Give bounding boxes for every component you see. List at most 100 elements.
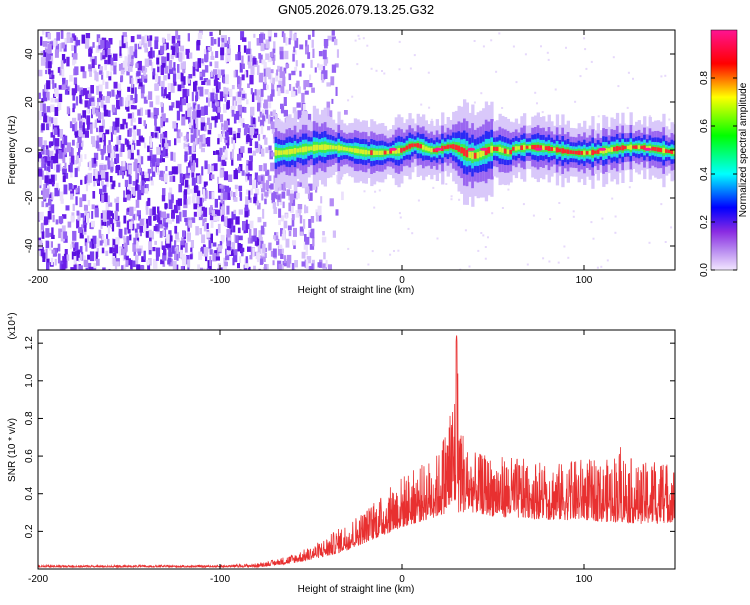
heatmap-noise-cell — [246, 134, 251, 143]
heatmap-noise-cell — [57, 188, 60, 197]
heatmap-noise-cell — [124, 138, 128, 145]
heatmap-noise-cell — [267, 30, 272, 38]
heatmap-noise-cell — [309, 74, 312, 81]
heatmap-noise-cell — [155, 95, 160, 105]
heatmap-noise-cell — [96, 171, 101, 176]
heatmap-speck — [468, 265, 471, 268]
heatmap-speck — [632, 77, 634, 80]
heatmap-noise-cell — [278, 263, 282, 270]
heatmap-noise-cell — [65, 79, 68, 85]
heatmap-noise-cell — [157, 206, 160, 214]
heatmap-speck — [378, 189, 381, 192]
heatmap-noise-cell — [192, 160, 196, 170]
heatmap-noise-cell — [152, 159, 156, 167]
heatmap-noise-cell — [127, 184, 132, 190]
heatmap-noise-cell — [217, 152, 222, 162]
heatmap-noise-cell — [168, 192, 172, 201]
heatmap-noise-cell — [80, 140, 84, 147]
heatmap-speck — [534, 91, 537, 94]
heatmap-speck — [590, 60, 593, 63]
heatmap-noise-cell — [64, 249, 68, 258]
heatmap-speck — [480, 92, 483, 95]
heatmap-speck — [347, 99, 350, 102]
heatmap-noise-cell — [335, 209, 339, 216]
heatmap-noise-cell — [176, 246, 179, 255]
heatmap-noise-cell — [124, 227, 127, 235]
heatmap-noise-cell — [256, 252, 260, 258]
heatmap-band-cell — [501, 147, 505, 153]
heatmap-noise-cell — [119, 40, 122, 49]
heatmap-noise-cell — [75, 264, 79, 270]
heatmap-noise-cell — [207, 97, 211, 107]
heatmap-noise-cell — [172, 73, 177, 83]
heatmap-noise-cell — [215, 150, 220, 155]
heatmap-noise-cell — [195, 158, 199, 168]
heatmap-noise-cell — [63, 184, 68, 195]
heatmap-noise-cell — [295, 60, 298, 67]
heatmap-noise-cell — [264, 76, 267, 84]
heatmap-noise-cell — [84, 225, 87, 232]
heatmap-noise-cell — [332, 230, 336, 238]
heatmap-noise-cell — [262, 208, 265, 219]
heatmap-noise-cell — [159, 158, 162, 163]
heatmap-speck — [450, 198, 453, 201]
heatmap-noise-cell — [229, 88, 233, 97]
heatmap-noise-cell — [69, 162, 73, 173]
heatmap-noise-cell — [120, 143, 123, 152]
heatmap-noise-cell — [175, 264, 179, 270]
heatmap-noise-cell — [298, 86, 301, 94]
heatmap-noise-cell — [144, 67, 148, 73]
heatmap-noise-cell — [199, 72, 204, 77]
heatmap-noise-cell — [78, 161, 81, 167]
heatmap-noise-cell — [230, 190, 233, 197]
heatmap-noise-cell — [181, 52, 185, 60]
heatmap-noise-cell — [285, 37, 288, 46]
heatmap-noise-cell — [310, 59, 313, 68]
heatmap-hotspot — [598, 147, 607, 151]
heatmap-noise-cell — [139, 78, 143, 84]
heatmap-noise-cell — [232, 257, 235, 266]
heatmap-noise-cell — [58, 150, 63, 159]
heatmap-noise-cell — [64, 89, 69, 95]
heatmap-noise-cell — [253, 265, 256, 270]
heatmap-noise-cell — [45, 188, 50, 198]
heatmap-speck — [541, 111, 544, 114]
heatmap-noise-cell — [77, 185, 80, 193]
heatmap-noise-cell — [119, 46, 122, 56]
heatmap-noise-cell — [191, 153, 196, 163]
heatmap-noise-cell — [214, 250, 218, 255]
heatmap-noise-cell — [69, 75, 73, 82]
heatmap-noise-cell — [155, 247, 161, 257]
heatmap-noise-cell — [74, 167, 78, 178]
heatmap-noise-cell — [72, 203, 75, 211]
heatmap-x-tick-label: 0 — [399, 275, 405, 286]
heatmap-band-cell — [594, 150, 598, 154]
heatmap-noise-cell — [221, 38, 226, 43]
heatmap-noise-cell — [122, 118, 127, 125]
heatmap-noise-cell — [79, 95, 82, 104]
heatmap-noise-cell — [227, 234, 232, 245]
heatmap-noise-cell — [62, 168, 67, 173]
heatmap-noise-cell — [221, 159, 226, 166]
heatmap-noise-cell — [59, 43, 63, 52]
heatmap-noise-cell — [171, 212, 175, 219]
heatmap-noise-cell — [199, 197, 203, 207]
heatmap-speck — [567, 256, 570, 259]
heatmap-noise-cell — [46, 258, 50, 265]
heatmap-noise-cell — [206, 231, 211, 238]
heatmap-noise-cell — [206, 268, 210, 270]
heatmap-noise-cell — [54, 187, 58, 197]
heatmap-noise-cell — [203, 126, 207, 132]
heatmap-noise-cell — [272, 248, 277, 258]
heatmap-noise-cell — [247, 246, 252, 252]
heatmap-noise-cell — [166, 140, 171, 147]
heatmap-noise-cell — [232, 139, 236, 150]
heatmap-noise-cell — [219, 202, 223, 210]
heatmap-noise-cell — [102, 49, 105, 56]
heatmap-noise-cell — [152, 68, 156, 76]
heatmap-noise-cell — [185, 221, 189, 226]
heatmap-noise-cell — [38, 69, 43, 77]
heatmap-noise-cell — [103, 104, 107, 111]
heatmap-noise-cell — [127, 149, 131, 159]
